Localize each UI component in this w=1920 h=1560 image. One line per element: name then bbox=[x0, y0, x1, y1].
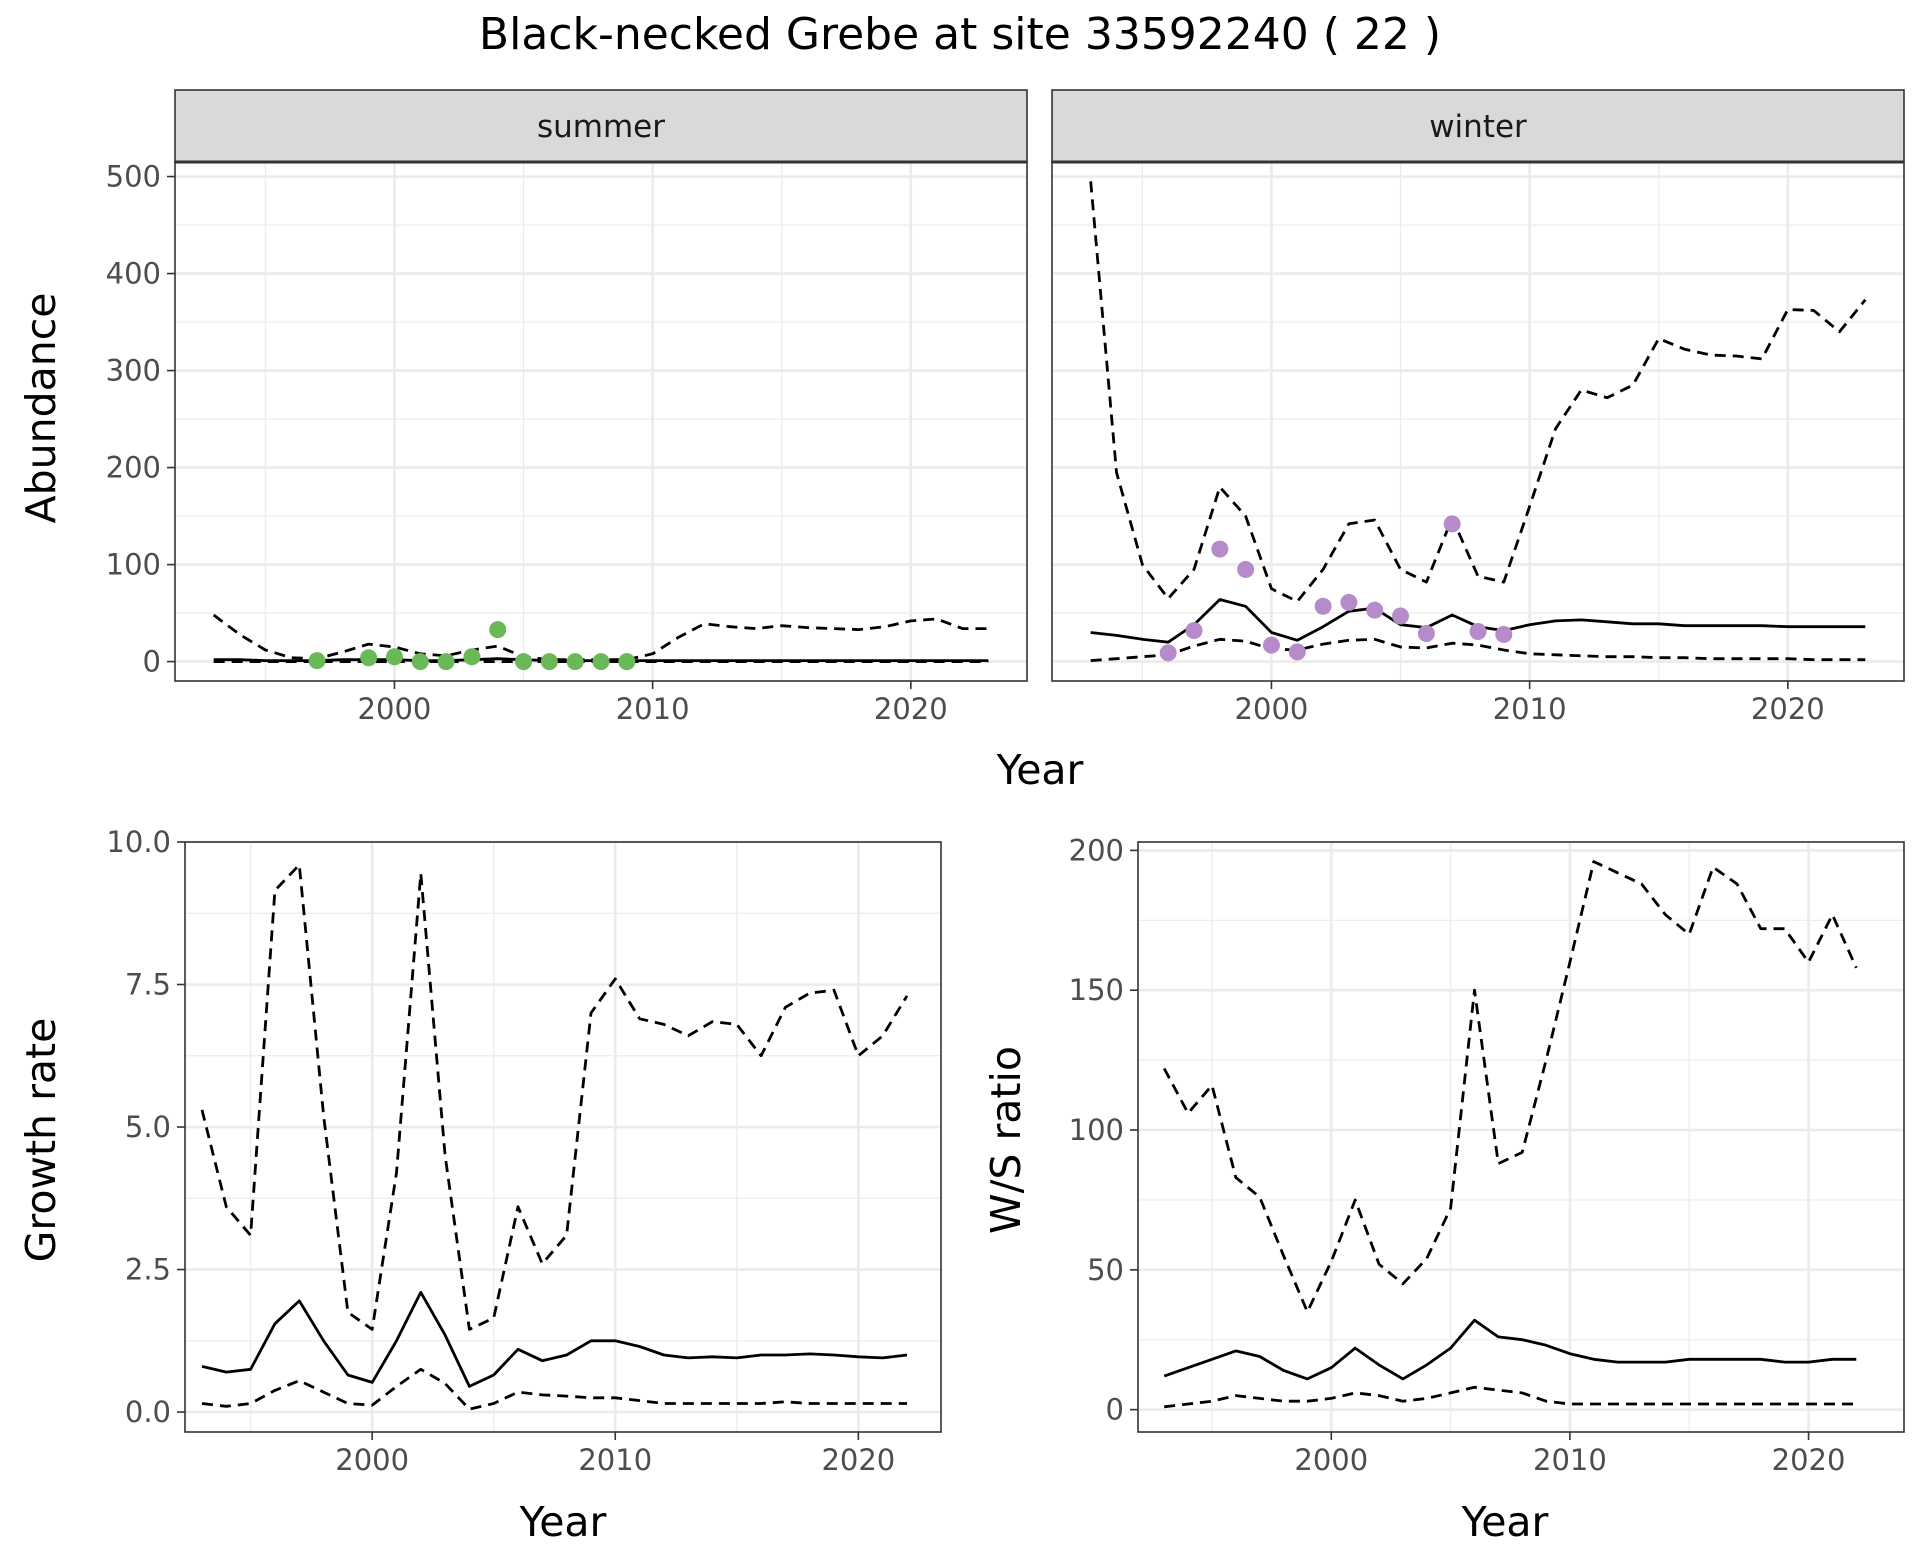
data-layer bbox=[1089, 181, 1867, 662]
series-line-upper bbox=[1089, 181, 1867, 603]
data-point bbox=[1366, 601, 1384, 619]
figure-title: Black-necked Grebe at site 33592240 ( 22… bbox=[479, 9, 1441, 60]
facet-strip-label: summer bbox=[537, 109, 665, 145]
panel-border bbox=[1137, 841, 1905, 1433]
data-point bbox=[411, 653, 429, 671]
y-tick-label: 150 bbox=[1069, 973, 1124, 1007]
abundance-y-axis-title: Abundance bbox=[17, 293, 65, 524]
data-point bbox=[1288, 643, 1306, 661]
y-tick-label: 2.5 bbox=[125, 1253, 171, 1287]
y-tick-label: 50 bbox=[1087, 1253, 1124, 1287]
data-layer bbox=[1162, 860, 1858, 1409]
data-point bbox=[1340, 593, 1358, 611]
series-line-estimate bbox=[201, 1290, 908, 1388]
y-tick-label: 0 bbox=[1106, 1393, 1124, 1427]
y-tick-label: 0 bbox=[143, 645, 161, 679]
panel-ws-ratio: 2000 2010 2020 0 50 100 150 200 bbox=[1069, 833, 1905, 1477]
y-tick-label: 0.0 bbox=[125, 1395, 171, 1429]
data-point bbox=[1417, 624, 1435, 642]
y-tick-label: 5.0 bbox=[125, 1110, 171, 1144]
x-tick-label: 2020 bbox=[874, 692, 948, 726]
panel-background bbox=[185, 842, 941, 1432]
series-line-lower bbox=[1090, 637, 1866, 662]
data-point bbox=[540, 653, 558, 671]
panel-border bbox=[184, 841, 942, 1433]
x-tick-label: 2010 bbox=[616, 692, 690, 726]
data-point bbox=[463, 648, 481, 666]
data-point bbox=[1262, 636, 1280, 654]
data-point bbox=[1469, 623, 1487, 641]
data-point bbox=[1237, 560, 1255, 578]
ws-y-axis-title: W/S ratio bbox=[982, 1046, 1030, 1234]
data-point bbox=[385, 648, 403, 666]
y-tick-label: 400 bbox=[106, 257, 161, 291]
series-line-lower bbox=[1164, 1385, 1857, 1409]
x-tick-label: 2010 bbox=[1533, 1443, 1607, 1477]
x-tick-label: 2020 bbox=[1751, 692, 1825, 726]
panel-background bbox=[175, 162, 1027, 681]
panel-growth-rate: 2000 2010 2020 0.0 2.5 5.0 7.5 10.0 bbox=[106, 825, 942, 1477]
data-point bbox=[360, 649, 378, 667]
x-tick-label: 2000 bbox=[335, 1443, 409, 1477]
ws-x-axis-title: Year bbox=[1461, 1498, 1549, 1546]
data-point bbox=[1185, 622, 1203, 640]
series-line-estimate bbox=[1163, 1318, 1857, 1381]
y-tick-label: 10.0 bbox=[106, 825, 171, 859]
panel-background bbox=[1138, 842, 1904, 1432]
data-point bbox=[1314, 597, 1332, 615]
data-point bbox=[515, 653, 533, 671]
data-point bbox=[437, 653, 455, 671]
growth-y-axis-title: Growth rate bbox=[17, 1018, 65, 1263]
growth-x-axis-title: Year bbox=[519, 1498, 607, 1546]
abundance-x-axis-title: Year bbox=[996, 746, 1084, 794]
facet-strip-label: winter bbox=[1429, 109, 1527, 145]
data-point bbox=[592, 653, 610, 671]
y-tick-label: 100 bbox=[106, 548, 161, 582]
data-point bbox=[618, 653, 636, 671]
data-point bbox=[1211, 540, 1229, 558]
y-tick-label: 100 bbox=[1069, 1113, 1124, 1147]
x-tick-label: 2000 bbox=[358, 692, 432, 726]
data-point bbox=[1495, 625, 1513, 643]
data-layer bbox=[212, 613, 989, 671]
data-layer bbox=[200, 863, 909, 1411]
y-tick-label: 7.5 bbox=[125, 968, 171, 1002]
data-point bbox=[1392, 607, 1410, 625]
series-line-upper bbox=[200, 863, 909, 1331]
x-tick-label: 2000 bbox=[1235, 692, 1309, 726]
data-point bbox=[566, 653, 584, 671]
x-tick-label: 2020 bbox=[821, 1443, 895, 1477]
y-tick-label: 200 bbox=[106, 451, 161, 485]
facet-strip bbox=[1051, 89, 1905, 163]
x-tick-label: 2020 bbox=[1772, 1443, 1846, 1477]
panel-background bbox=[1052, 162, 1904, 681]
x-tick-label: 2010 bbox=[1493, 692, 1567, 726]
y-tick-label: 300 bbox=[106, 354, 161, 388]
data-point bbox=[308, 652, 326, 670]
y-tick-label: 200 bbox=[1069, 833, 1124, 867]
x-tick-label: 2010 bbox=[578, 1443, 652, 1477]
y-tick-label: 500 bbox=[106, 160, 161, 194]
facet-strip bbox=[174, 89, 1028, 163]
panel-summer-abundance: summer 2000 2010 2020 0 100 200 300 400 500 bbox=[106, 89, 1028, 726]
data-point bbox=[1159, 644, 1177, 662]
data-point bbox=[489, 621, 507, 639]
data-point bbox=[1443, 515, 1461, 533]
x-tick-label: 2000 bbox=[1294, 1443, 1368, 1477]
panel-winter-abundance: winter 2000 2010 2020 bbox=[1051, 89, 1905, 726]
